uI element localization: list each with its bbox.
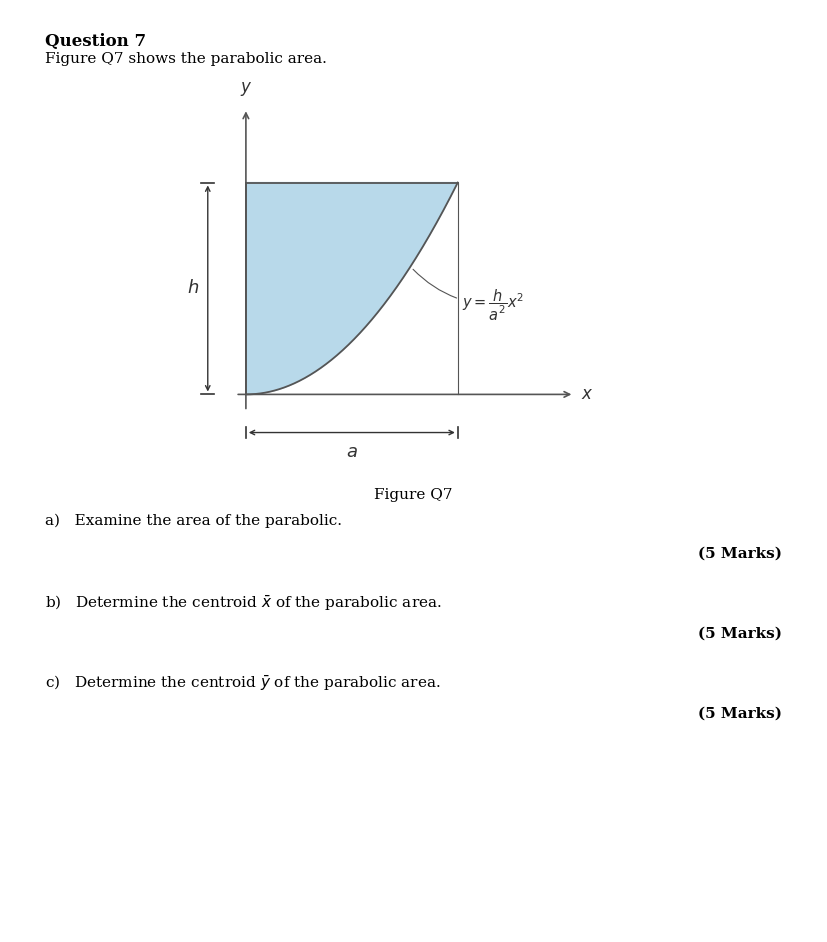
Text: (5 Marks): (5 Marks) (697, 626, 782, 641)
Text: Figure Q7: Figure Q7 (375, 488, 452, 502)
Text: (5 Marks): (5 Marks) (697, 706, 782, 721)
Text: $y = \dfrac{h}{a^2}x^2$: $y = \dfrac{h}{a^2}x^2$ (413, 269, 524, 323)
Polygon shape (246, 183, 457, 395)
Text: $x$: $x$ (581, 385, 593, 403)
Text: $y$: $y$ (240, 80, 252, 98)
Text: $h$: $h$ (187, 280, 199, 298)
Text: Figure Q7 shows the parabolic area.: Figure Q7 shows the parabolic area. (45, 52, 327, 66)
Text: Question 7: Question 7 (45, 33, 146, 50)
Text: c)   Determine the centroid $\bar{y}$ of the parabolic area.: c) Determine the centroid $\bar{y}$ of t… (45, 674, 441, 692)
Text: $a$: $a$ (346, 443, 358, 462)
Text: b)   Determine the centroid $\bar{x}$ of the parabolic area.: b) Determine the centroid $\bar{x}$ of t… (45, 593, 442, 612)
Text: a)   Examine the area of the parabolic.: a) Examine the area of the parabolic. (45, 513, 342, 528)
Text: (5 Marks): (5 Marks) (697, 546, 782, 560)
